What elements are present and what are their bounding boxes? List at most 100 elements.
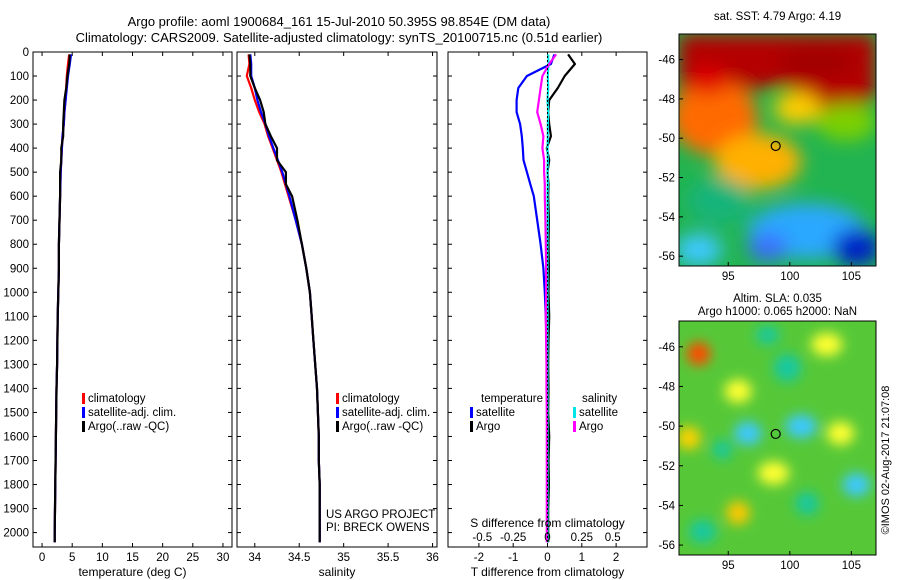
x-tick-label: 0 [39, 552, 45, 564]
map-region [734, 421, 762, 446]
legend-swatch [470, 421, 473, 432]
map-region [726, 501, 750, 525]
map-region [688, 519, 717, 544]
map-y-tick-label: -48 [658, 381, 675, 393]
x-tick-label: 10 [96, 552, 109, 564]
y-tick-label: 100 [10, 71, 29, 83]
series-line [536, 53, 557, 543]
map-title: sat. SST: 4.79 Argo: 4.19 [714, 11, 841, 23]
s-tick-label: -0.25 [500, 532, 526, 544]
map-region [832, 228, 876, 266]
x-tick-label: -1 [508, 552, 518, 564]
map-title: Altim. SLA: 0.035 [733, 293, 822, 305]
legend-swatch [470, 407, 473, 418]
map-y-tick-label: -50 [658, 421, 675, 433]
map-region [688, 66, 729, 95]
map-region [810, 332, 843, 357]
y-tick-label: 1600 [3, 431, 29, 443]
y-tick-label: 300 [10, 119, 29, 131]
y-tick-label: 1900 [3, 504, 29, 516]
map-y-tick-label: -50 [658, 133, 675, 145]
s-tick-label: -0.5 [472, 532, 492, 544]
y-tick-label: 200 [10, 95, 29, 107]
y-tick-label: 2000 [3, 528, 29, 540]
y-tick-label: 500 [10, 167, 29, 179]
x-tick-label: 30 [217, 552, 230, 564]
legend-label: satellite-adj. clim. [342, 407, 430, 419]
map-y-tick-label: -48 [658, 94, 675, 106]
map-region [679, 80, 758, 155]
s-tick-label: 0.25 [571, 532, 593, 544]
argo-position-marker [770, 428, 781, 440]
salinity-legend: climatology satellite-adj. clim. Argo(..ra… [336, 393, 430, 433]
legend-header: salinity [582, 393, 617, 405]
map-x-tick-label: 95 [722, 271, 735, 283]
map-y-tick-label: -54 [658, 500, 675, 512]
y-tick-label: 1500 [3, 407, 29, 419]
x-tick-label: -2 [474, 552, 484, 564]
x-axis-label: temperature (deg C) [78, 565, 186, 579]
legend-swatch [573, 421, 576, 432]
x-tick-label: 5 [69, 552, 75, 564]
map-region [842, 473, 871, 497]
legend-label: satellite [476, 407, 515, 419]
argo-position-marker [770, 140, 781, 152]
map-x-tick-label: 95 [722, 560, 735, 572]
map-y-tick-label: -46 [658, 55, 675, 67]
map-y-tick-label: -56 [658, 251, 675, 263]
map-region [773, 353, 802, 382]
x-axis-label: T difference from climatology [471, 565, 625, 579]
figure-title-line1: Argo profile: aoml 1900684_161 15-Jul-20… [128, 14, 551, 29]
x-tick-label: 35 [337, 552, 350, 564]
legend-swatch [82, 407, 85, 418]
legend-label: Argo(..raw -QC) [342, 421, 423, 433]
legend-label: satellite [579, 407, 618, 419]
credits-line2: PI: BRECK OWENS [326, 522, 430, 534]
x-tick-label: 35.5 [377, 552, 399, 564]
map-region [686, 342, 711, 366]
x-tick-label: 36 [426, 552, 439, 564]
s-tick-label: 0 [544, 532, 550, 544]
y-tick-label: 1800 [3, 480, 29, 492]
map-region [686, 177, 750, 225]
legend-label: climatology [88, 393, 146, 405]
map-colour-field [679, 325, 871, 544]
map-region [773, 92, 821, 125]
legend-label: satellite-adj. clim. [88, 407, 176, 419]
map-region [679, 233, 723, 266]
y-tick-label: 700 [10, 215, 29, 227]
x-tick-label: 1 [579, 552, 585, 564]
map-field [679, 321, 876, 555]
s-axis-label: S difference from climatology [470, 516, 625, 530]
y-tick-label: 1400 [3, 383, 29, 395]
map-region [712, 440, 733, 460]
x-tick-label: 34.5 [288, 552, 310, 564]
map-region [679, 426, 701, 450]
map-region [755, 325, 780, 345]
legend-label: Argo(..raw -QC) [88, 421, 169, 433]
legend-swatch [82, 393, 85, 404]
legend-label: Argo [476, 421, 500, 433]
sst-map: sat. SST: 4.79 Argo: 4.19 95 100 105 -46 -48 -… [658, 11, 877, 283]
map-region [795, 491, 819, 516]
y-tick-label: 0 [23, 47, 29, 59]
plot-frame [32, 51, 233, 548]
x-tick-label: 2 [613, 552, 619, 564]
s-tick-label: 0.5 [605, 532, 621, 544]
map-frame [678, 320, 877, 556]
legend-swatch [336, 407, 339, 418]
map-region [826, 421, 855, 446]
legend-swatch [573, 407, 576, 418]
map-y-tick-label: -52 [658, 173, 675, 185]
legend-header: temperature [481, 393, 543, 405]
map-region [724, 379, 752, 403]
map-region [757, 461, 790, 485]
y-tick-label: 1200 [3, 335, 29, 347]
map-frame [678, 33, 877, 267]
map-y-tick-label: -56 [658, 540, 675, 552]
y-tick-label: 400 [10, 143, 29, 155]
map-x-tick-label: 105 [842, 560, 861, 572]
y-tick-label: 600 [10, 191, 29, 203]
